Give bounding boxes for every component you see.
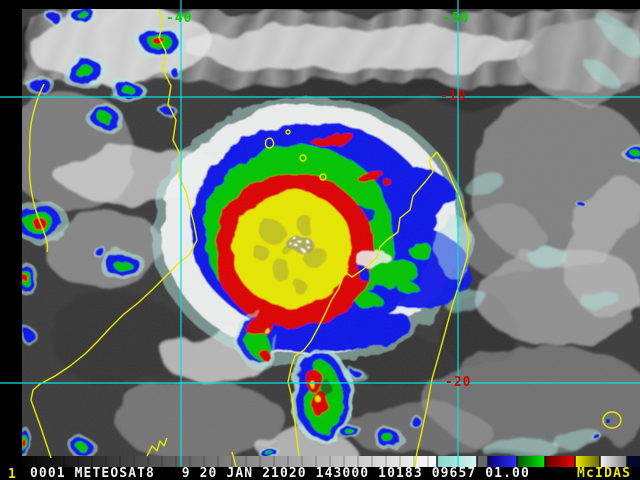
lat-label-south: -20 xyxy=(445,375,472,390)
coastline-africa xyxy=(30,8,198,459)
coastline-comoros-1 xyxy=(264,137,275,149)
coastline-channel-detail xyxy=(231,451,237,468)
lat-lon-grid xyxy=(0,0,640,467)
left-data-margin xyxy=(0,0,22,467)
top-data-margin xyxy=(0,0,640,9)
coastline-comoros-2 xyxy=(299,154,307,162)
status-text: 0001 METEOSAT8 9 20 JAN 21020 143000 101… xyxy=(30,466,530,480)
coastline-comoros-4 xyxy=(285,129,291,135)
coastline-comoros-3 xyxy=(319,173,327,181)
coastline-mozambique-detail xyxy=(146,437,168,457)
enhancement-wedge xyxy=(0,456,640,467)
coastline-lake-malawi xyxy=(28,83,49,253)
coastline-madagascar-west xyxy=(287,151,438,457)
mcidas-brand: McIDAS xyxy=(577,466,632,480)
image-grain xyxy=(22,9,640,456)
lon-label-east: -50 xyxy=(443,11,470,26)
lon-label-west: -40 xyxy=(166,11,193,26)
lat-label-north: -10 xyxy=(440,89,467,104)
coastline-reunion xyxy=(602,411,622,429)
frame-number: 1 xyxy=(8,467,16,480)
status-bar: 1 0001 METEOSAT8 9 20 JAN 21020 143000 1… xyxy=(0,467,640,480)
reunion-cloud-dot xyxy=(606,419,610,423)
